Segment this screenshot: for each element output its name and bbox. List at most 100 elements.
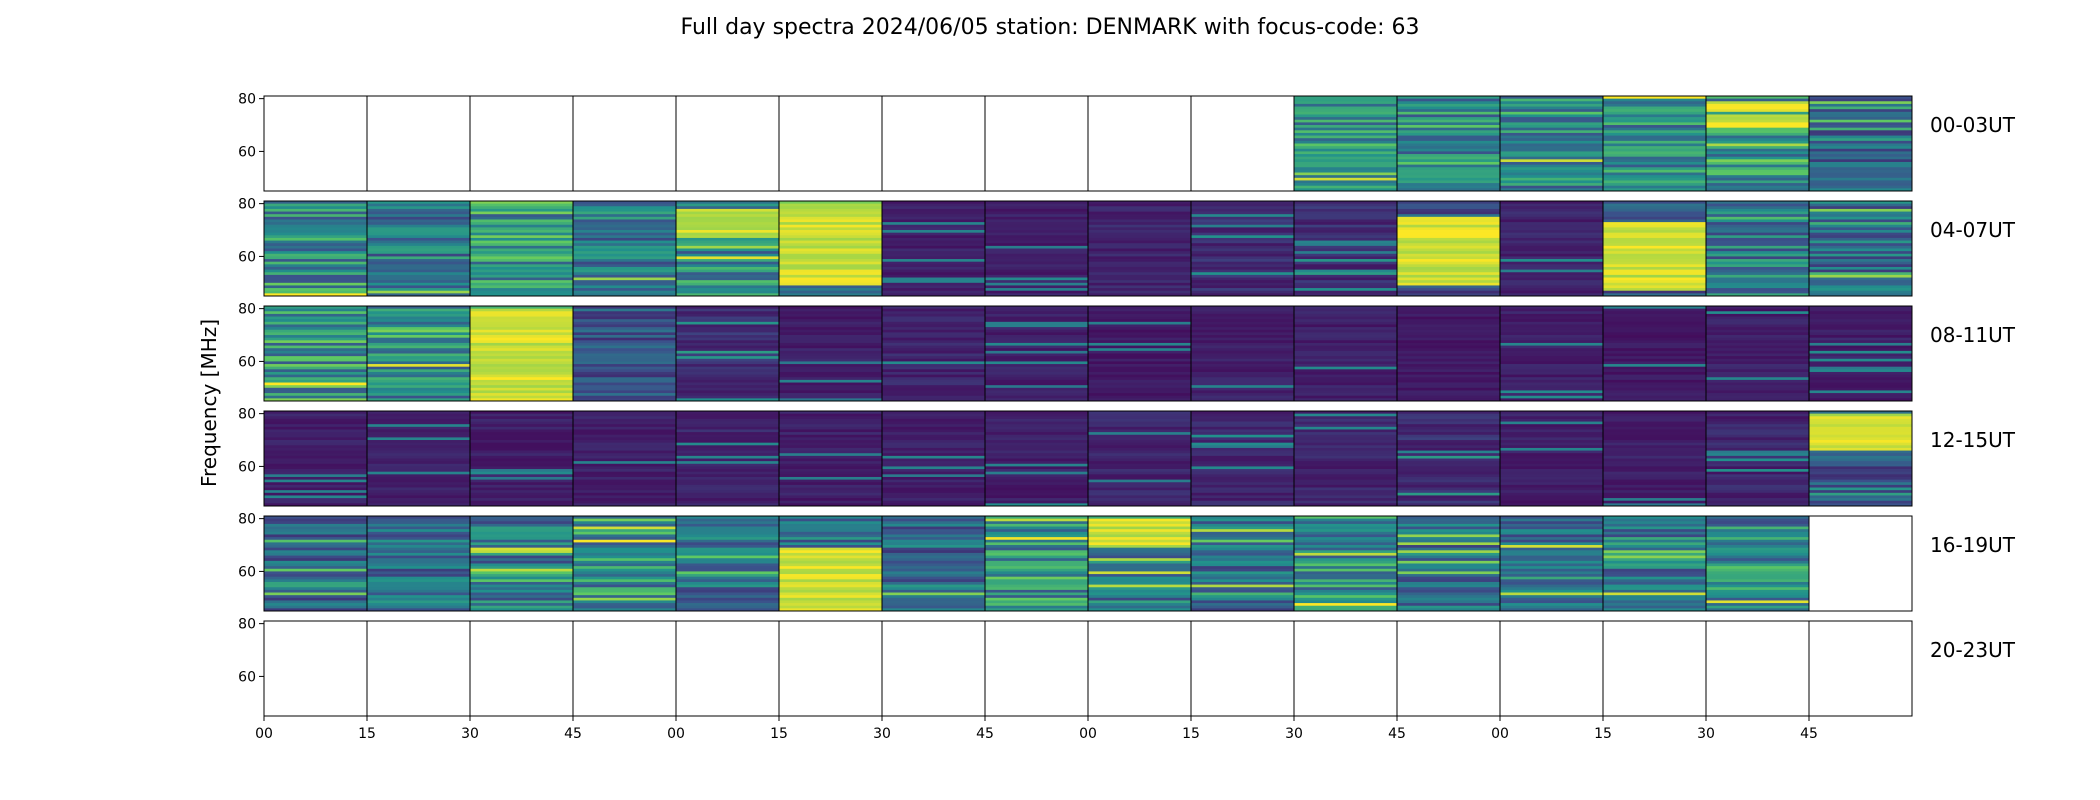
spectrum-band — [1809, 426, 1913, 430]
spectrum-band — [1500, 447, 1604, 451]
spectrum-band — [882, 382, 986, 386]
spectrum-band — [985, 529, 1089, 533]
spectrum-band — [1809, 185, 1913, 189]
spectrum-band — [367, 484, 471, 488]
spectrum-band — [882, 529, 986, 533]
spectrum-band — [882, 219, 986, 223]
spectrum-band — [1809, 348, 1913, 352]
spectrum-band — [1809, 311, 1913, 315]
spectrum-band — [779, 385, 883, 389]
spectrum-band — [367, 366, 471, 370]
spectrum-band — [1603, 398, 1707, 402]
spectrum-band — [1603, 251, 1707, 255]
spectrum-band — [985, 308, 1089, 312]
spectrum-band — [367, 316, 471, 320]
spectrum-band — [676, 395, 780, 399]
spectrum-band — [367, 432, 471, 436]
spectrum-band — [470, 340, 574, 344]
spectrum-band — [1809, 453, 1913, 457]
spectrum-band — [779, 442, 883, 446]
spectrum-band — [676, 245, 780, 249]
spectrum-band — [1500, 243, 1604, 247]
spectrum-band — [1294, 316, 1398, 320]
spectrum-band — [985, 266, 1089, 271]
spectrum-band — [573, 374, 677, 378]
spectrum-band — [264, 256, 368, 260]
spectrum-band — [1809, 135, 1913, 139]
spectrum-band — [1603, 216, 1707, 220]
spectrum-band — [470, 288, 574, 292]
spectrum-band — [1706, 269, 1810, 273]
spectrum-band — [573, 369, 677, 373]
x-tick-label: 00 — [667, 726, 685, 742]
spectrum-band — [985, 555, 1089, 559]
spectrum-band — [1809, 274, 1913, 278]
spectrum-band — [573, 274, 677, 278]
spectrum-band — [1500, 518, 1604, 522]
spectrum-band — [1191, 555, 1295, 559]
spectrum-band — [1397, 96, 1501, 100]
spectrum-band — [264, 364, 368, 368]
spectrum-band — [1706, 321, 1810, 325]
spectrum-band — [1603, 523, 1707, 527]
spectrum-band — [1500, 568, 1604, 572]
spectrum-band — [470, 222, 574, 226]
spectrum-band — [882, 463, 986, 467]
spectrum-band — [779, 426, 883, 430]
spectrum-band — [470, 581, 574, 586]
spectrum-band — [676, 240, 780, 244]
spectrum-band — [1397, 285, 1501, 289]
spectrum-band — [264, 526, 368, 530]
spectrum-band — [779, 498, 883, 502]
spectrum-band — [676, 361, 780, 365]
spectrum-band — [1500, 345, 1604, 349]
spectrum-band — [1397, 560, 1501, 564]
spectrum-band — [985, 487, 1089, 491]
row-label: 08-11UT — [1930, 323, 2016, 347]
spectrum-band — [1191, 356, 1295, 360]
spectrum-band — [1706, 476, 1810, 481]
spectrum-band — [985, 539, 1089, 543]
spectrum-band — [882, 203, 986, 207]
spectrum-band — [1500, 361, 1604, 365]
spectrum-band — [779, 327, 883, 331]
spectrum-band — [676, 518, 780, 522]
spectrum-band — [1397, 288, 1501, 292]
spectrum-band — [1706, 316, 1810, 320]
spectrum-band — [1294, 366, 1398, 370]
spectrum-band — [470, 413, 574, 417]
spectrum-band — [1603, 261, 1707, 265]
spectrum-band — [470, 266, 574, 271]
spectrum-band — [264, 387, 368, 391]
spectrum-band — [985, 288, 1089, 292]
spectrum-band — [882, 563, 986, 567]
spectrum-band — [676, 576, 780, 580]
spectrum-band — [1500, 466, 1604, 470]
spectrum-band — [367, 232, 471, 236]
spectrum-band — [1603, 469, 1707, 473]
spectrum-band — [470, 566, 574, 570]
spectrum-band — [1397, 208, 1501, 212]
spectrum-band — [1294, 230, 1398, 234]
spectrum-band — [1397, 140, 1501, 144]
spectrum-band — [1706, 608, 1810, 612]
spectrum-band — [1500, 358, 1604, 362]
spectrum-band — [1706, 282, 1810, 286]
spectrum-band — [470, 552, 574, 556]
spectrum-band — [1294, 371, 1398, 376]
spectrum-band — [1500, 154, 1604, 158]
spectrum-band — [1191, 424, 1295, 428]
spectrum-band — [1294, 418, 1398, 422]
spectrum-band — [1191, 240, 1295, 244]
spectrum-band — [1191, 426, 1295, 430]
spectrum-band — [264, 484, 368, 488]
spectrum-band — [1809, 437, 1913, 441]
spectrum-band — [573, 327, 677, 331]
spectrum-band — [1294, 495, 1398, 499]
spectrum-band — [264, 550, 368, 554]
spectrum-band — [367, 201, 471, 205]
spectrum-band — [1191, 230, 1295, 234]
spectrum-band — [264, 537, 368, 541]
spectrum-band — [573, 379, 677, 383]
spectrum-band — [985, 429, 1089, 433]
